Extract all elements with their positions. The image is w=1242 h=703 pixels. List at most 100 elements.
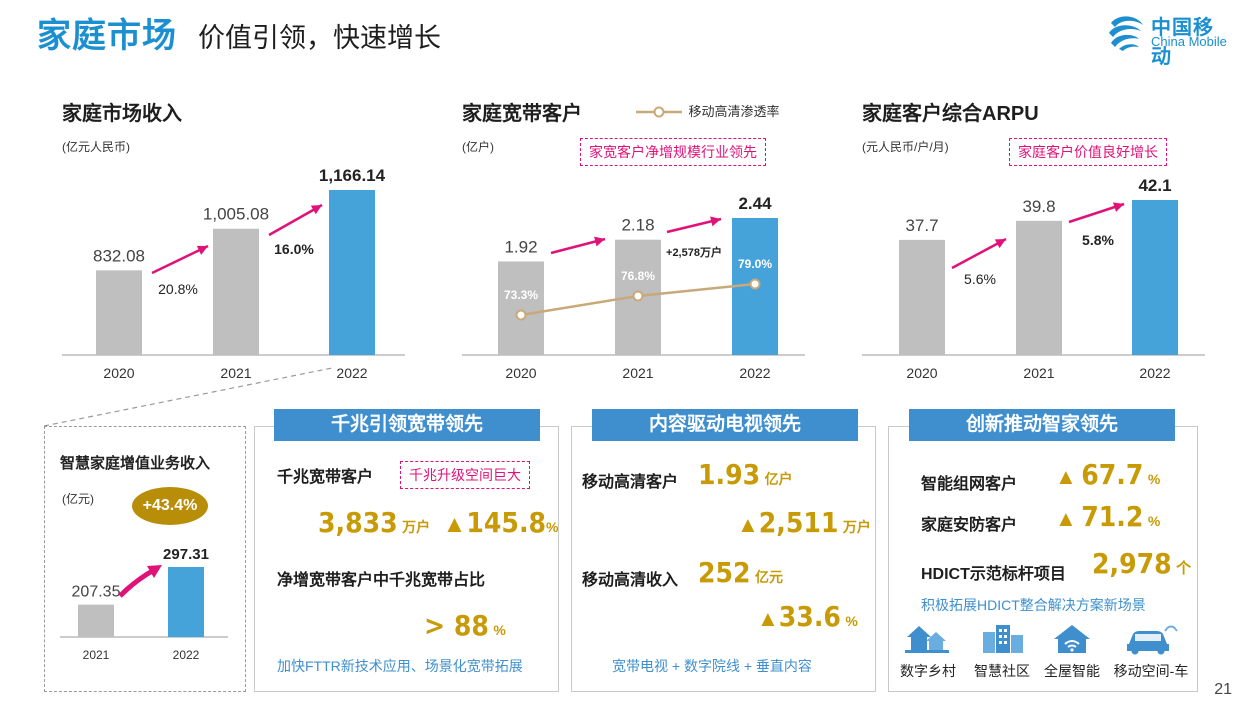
panel3-row2-value-group: ▲ 71.2 % — [1055, 500, 1160, 533]
penetration-point — [515, 309, 527, 321]
chart3-title: 家庭客户综合ARPU — [862, 103, 1039, 125]
panel1-head: 千兆引领宽带领先 — [274, 409, 540, 441]
year-tick-label: 2022 — [1139, 365, 1170, 381]
net-add-label: +2,578万户 — [666, 245, 722, 259]
panel1-row1-tag: 千兆升级空间巨大 — [400, 461, 530, 489]
bar-2020 — [899, 239, 945, 355]
year-tick-label: 2020 — [505, 365, 536, 381]
bar-value-label: 297.31 — [163, 546, 209, 563]
growth-arrow — [268, 203, 323, 237]
chart4-title: 智慧家庭增值业务收入 — [60, 455, 211, 472]
chart2-legend: 移动高清渗透率 — [634, 101, 779, 124]
growth-arrow-head — [310, 205, 322, 215]
panel1-row1-unit: 万户 — [402, 519, 431, 535]
bar-2021 — [213, 228, 259, 355]
panel2-row2-unit: 亿元 — [755, 569, 784, 585]
up-triangle-icon: ▲ — [1055, 506, 1077, 531]
panel3-row3-value: 2,978 — [1092, 547, 1172, 580]
growth-arrow-head — [710, 216, 721, 227]
bar-value-label: 2.18 — [621, 216, 654, 235]
penetration-point — [632, 290, 644, 302]
chart1-title: 家庭市场收入 — [62, 103, 182, 125]
bar-2022 — [168, 567, 204, 637]
up-triangle-icon: ▲ — [737, 512, 759, 537]
growth-arrow — [951, 237, 1007, 270]
panel3-footer: 积极拓展HDICT整合解决方案新场景 — [921, 597, 1146, 613]
panel3-row3-label: HDICT示范标杆项目 — [921, 566, 1066, 583]
logo-en-text: China Mobile — [1151, 34, 1227, 49]
panel2-row2-growth: 33.6 — [778, 600, 841, 633]
panel2-row1-label: 移动高清客户 — [582, 474, 679, 491]
bar-value-label: 37.7 — [905, 216, 938, 235]
legend-label: 移动高清渗透率 — [688, 104, 780, 119]
bar-value-label: 832.08 — [93, 246, 145, 265]
panel3-row1-value: 67.7 — [1081, 458, 1144, 491]
bar-2020 — [96, 270, 142, 355]
panel2-row1-value: 1.93 — [698, 458, 761, 491]
bar-value-label: 39.8 — [1022, 197, 1055, 216]
panel1-row1-growth: 145.8 — [466, 506, 547, 539]
year-tick-label: 2021 — [622, 365, 653, 381]
chart2-unit: (亿户) — [462, 140, 494, 154]
connector-line — [44, 367, 333, 427]
growth-arrow-head — [1112, 202, 1124, 212]
growth-arrow-head — [994, 239, 1006, 249]
panel1-row1-value-group: 3,833 万户 ▲145.8% — [318, 506, 559, 539]
up-triangle-icon: ▲ — [757, 606, 779, 631]
year-tick-label: 2022 — [173, 648, 200, 662]
panel2-row1-growth-unit: 万户 — [842, 519, 871, 535]
panel1-row2-label: 净增宽带客户中千兆宽带占比 — [277, 572, 486, 589]
panel3-row2-label: 家庭安防客户 — [921, 517, 1018, 534]
car-icon — [1127, 625, 1178, 655]
growth-label: 16.0% — [274, 241, 314, 257]
icon-community-label: 智慧社区 — [974, 663, 1030, 679]
bar-2020 — [498, 261, 544, 355]
panel-tv — [571, 426, 876, 692]
panel1-footer: 加快FTTR新技术应用、场景化宽带拓展 — [277, 658, 523, 674]
panel2-row2-label: 移动高清收入 — [582, 572, 679, 589]
panel2-row2-value: 252 — [698, 556, 751, 589]
up-triangle-icon: ▲ — [1055, 464, 1077, 489]
panel2-row1-growth-group: ▲2,511 万户 — [737, 506, 871, 539]
panel1-row2-value: > 88 — [424, 609, 489, 642]
chart2-title: 家庭宽带客户 — [462, 103, 582, 125]
growth-label: 5.6% — [964, 271, 996, 287]
panel1-row2-value-group: > 88 % — [424, 609, 506, 642]
chart4-plot: 207.35 2021 297.31 2022 — [60, 546, 228, 662]
panel1-row2-unit: % — [493, 622, 506, 638]
bar-2021 — [78, 604, 114, 637]
panel3-row1-label: 智能组网客户 — [921, 476, 1018, 493]
bar-2022 — [329, 190, 375, 355]
logo-cn-text: 中国移动 — [1151, 17, 1214, 68]
year-tick-label: 2021 — [220, 365, 251, 381]
bar-value-label: 1,005.08 — [203, 205, 269, 224]
page-subtitle: 价值引领，快速增长 — [198, 23, 441, 53]
bar-value-label: 42.1 — [1138, 176, 1171, 195]
panel1-row1-value: 3,833 — [318, 506, 398, 539]
penetration-point — [749, 278, 761, 290]
chart3-tag: 家庭客户价值良好增长 — [1009, 138, 1167, 166]
panel1-row1-label: 千兆宽带客户 — [277, 469, 374, 486]
panel3-head: 创新推动智家领先 — [909, 409, 1175, 441]
village-icon — [905, 626, 949, 653]
panel2-footer: 宽带电视 + 数字院线 + 垂直内容 — [612, 658, 812, 674]
panel3-row1-unit: % — [1147, 471, 1161, 487]
year-tick-label: 2022 — [336, 365, 367, 381]
panel3-row2-value: 71.2 — [1081, 500, 1144, 533]
bar-value-label: 1,166.14 — [319, 166, 386, 185]
year-tick-label: 2022 — [739, 365, 770, 381]
page-number: 21 — [1214, 681, 1232, 698]
panel3-row1-value-group: ▲ 67.7 % — [1055, 458, 1160, 491]
year-tick-label: 2020 — [906, 365, 937, 381]
legend-line-icon — [636, 106, 682, 118]
growth-label: 5.8% — [1082, 232, 1114, 248]
penetration-label: 73.3% — [504, 288, 538, 302]
chart4-badge: +43.4% — [132, 487, 208, 525]
smart-home-box — [44, 426, 246, 692]
chart2-plot: 1.92 2020 2.18 2021 2.44 2022 +2,578万户 73.3% 76.… — [462, 194, 805, 381]
panel2-head: 内容驱动电视领先 — [592, 409, 858, 441]
chart1-plot: 832.08 2020 1,005.08 2021 1,166.14 2022 20.8% 1… — [62, 166, 405, 381]
smart-home-icon — [1054, 625, 1090, 653]
panel1-row1-growth-unit: % — [546, 519, 559, 535]
icon-car: 移动空间-车 — [1111, 622, 1191, 681]
